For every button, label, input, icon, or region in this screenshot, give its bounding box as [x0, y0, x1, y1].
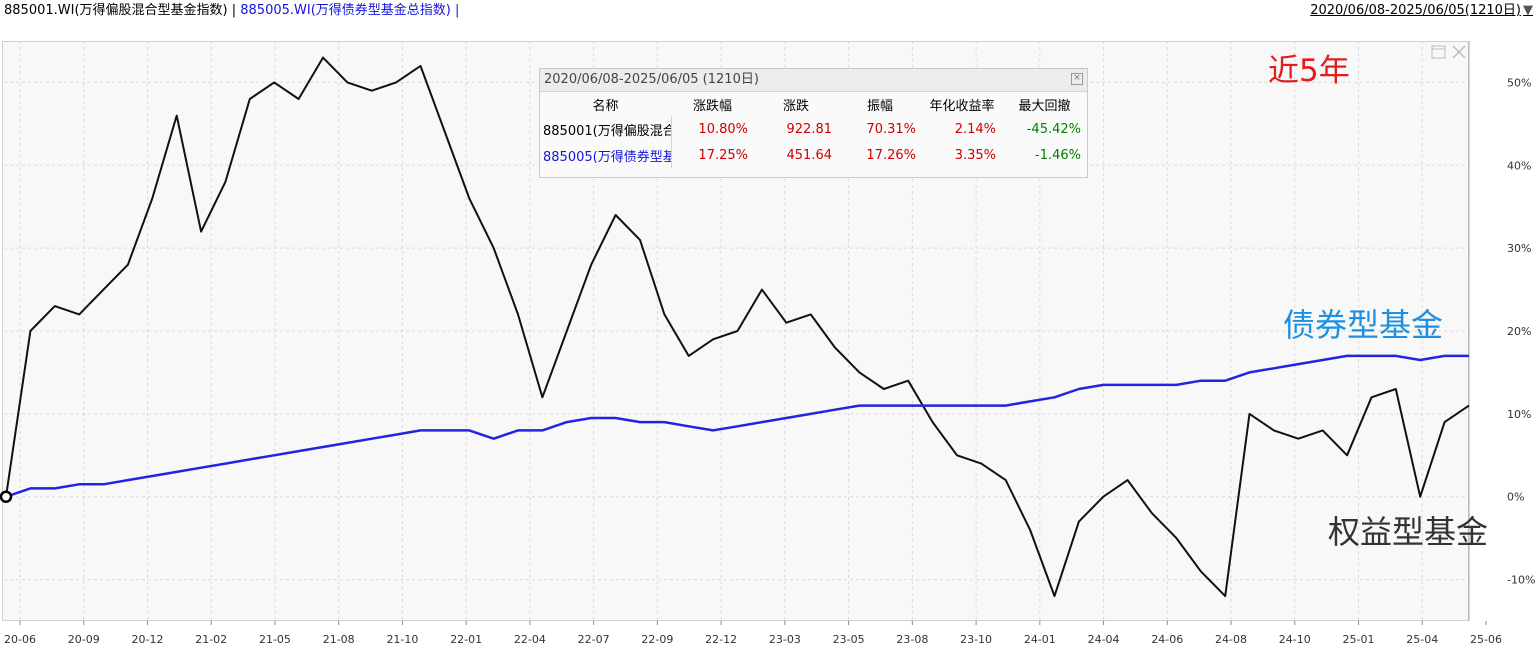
x-tick-label: 21-05	[259, 633, 291, 646]
column-header[interactable]: 振幅	[866, 98, 893, 114]
triangle-down-icon[interactable]: ▼	[1523, 3, 1533, 18]
series-line-bond	[5, 354, 1469, 498]
y-tick-label: 50%	[1507, 76, 1531, 89]
stats-table[interactable]: 2020/06/08-2025/06/05 (1210日) × 名称 涨跌幅 涨…	[539, 68, 1088, 178]
x-tick-label: 20-06	[4, 633, 36, 646]
x-tick-label: 21-02	[195, 633, 227, 646]
x-tick-label: 24-04	[1088, 633, 1120, 646]
maximize-icon[interactable]	[1431, 45, 1446, 59]
column-header[interactable]: 涨跌幅	[692, 98, 732, 114]
bond-fund-annotation: 债券型基金	[1283, 306, 1444, 344]
column-header[interactable]: 最大回撤	[1018, 98, 1071, 114]
panel-controls	[1430, 44, 1470, 60]
annual-return: 3.35%	[954, 147, 996, 163]
series1-legend[interactable]: 885001.WI(万得偏股混合型基金指数) |	[4, 3, 237, 18]
stats-table-title: 2020/06/08-2025/06/05 (1210日)	[544, 72, 759, 87]
x-tick-label: 20-12	[131, 633, 163, 646]
x-tick-label: 25-01	[1343, 633, 1375, 646]
start-marker-icon	[0, 490, 13, 503]
table-row[interactable]: 885005(万得债券型基 17.25% 451.64 17.26% 3.35%…	[540, 142, 1087, 168]
equity-fund-annotation: 权益型基金	[1328, 513, 1489, 551]
x-tick-label: 24-01	[1024, 633, 1056, 646]
column-header[interactable]: 涨跌	[782, 98, 809, 114]
x-tick-label: 20-09	[68, 633, 100, 646]
y-tick-label: 40%	[1507, 159, 1531, 172]
x-tick-label: 25-04	[1406, 633, 1438, 646]
x-tick-label: 22-12	[705, 633, 737, 646]
date-range-label[interactable]: 2020/06/08-2025/06/05(1210日)	[1310, 3, 1521, 18]
x-tick-label: 22-04	[514, 633, 546, 646]
title-bar: 885001.WI(万得偏股混合型基金指数) | 885005.WI(万得债券型…	[0, 0, 1537, 22]
x-tick-label: 21-10	[386, 633, 418, 646]
x-tick-label: 21-08	[323, 633, 355, 646]
x-tick-label: 22-07	[578, 633, 610, 646]
x-tick-label: 24-06	[1151, 633, 1183, 646]
max-drawdown: -45.42%	[1026, 121, 1081, 137]
amplitude: 70.31%	[866, 121, 916, 137]
annual-return: 2.14%	[954, 121, 996, 137]
x-tick-label: 23-05	[833, 633, 865, 646]
stats-table-header: 2020/06/08-2025/06/05 (1210日) ×	[540, 69, 1087, 92]
period-annotation: 近5年	[1268, 53, 1350, 89]
y-tick-label: 20%	[1507, 325, 1531, 338]
x-tick-label: 22-01	[450, 633, 482, 646]
change-pct: 17.25%	[698, 147, 748, 163]
amplitude: 17.26%	[866, 147, 916, 163]
y-tick-label: 0%	[1507, 491, 1524, 504]
series-line-equity	[5, 56, 1470, 598]
column-header[interactable]: 年化收益率	[929, 98, 995, 114]
fund-name: 885001(万得偏股混合	[540, 116, 672, 142]
change-pct: 10.80%	[698, 121, 748, 137]
x-tick-label: 23-08	[896, 633, 928, 646]
change-value: 451.64	[786, 147, 833, 163]
stats-table-columns: 名称 涨跌幅 涨跌 振幅 年化收益率 最大回撤	[540, 92, 1087, 116]
x-tick-label: 24-08	[1215, 633, 1247, 646]
x-tick-label: 23-03	[769, 633, 801, 646]
fund-name: 885005(万得债券型基	[540, 142, 672, 168]
y-tick-label: 30%	[1507, 242, 1531, 255]
close-panel-icon[interactable]	[1452, 45, 1466, 59]
column-header[interactable]: 名称	[592, 98, 619, 114]
x-tick-label: 25-06	[1470, 633, 1502, 646]
x-tick-label: 22-09	[641, 633, 673, 646]
x-tick-label: 24-10	[1279, 633, 1311, 646]
series2-legend[interactable]: 885005.WI(万得债券型基金总指数) |	[240, 3, 460, 18]
x-tick-label: 23-10	[960, 633, 992, 646]
close-icon[interactable]: ×	[1071, 73, 1083, 85]
date-range-selector[interactable]: 2020/06/08-2025/06/05(1210日) ▼	[1310, 0, 1533, 22]
table-row[interactable]: 885001(万得偏股混合 10.80% 922.81 70.31% 2.14%…	[540, 116, 1087, 142]
change-value: 922.81	[786, 121, 833, 137]
max-drawdown: -1.46%	[1035, 147, 1081, 163]
y-tick-label: -10%	[1507, 574, 1535, 587]
y-tick-label: 10%	[1507, 408, 1531, 421]
